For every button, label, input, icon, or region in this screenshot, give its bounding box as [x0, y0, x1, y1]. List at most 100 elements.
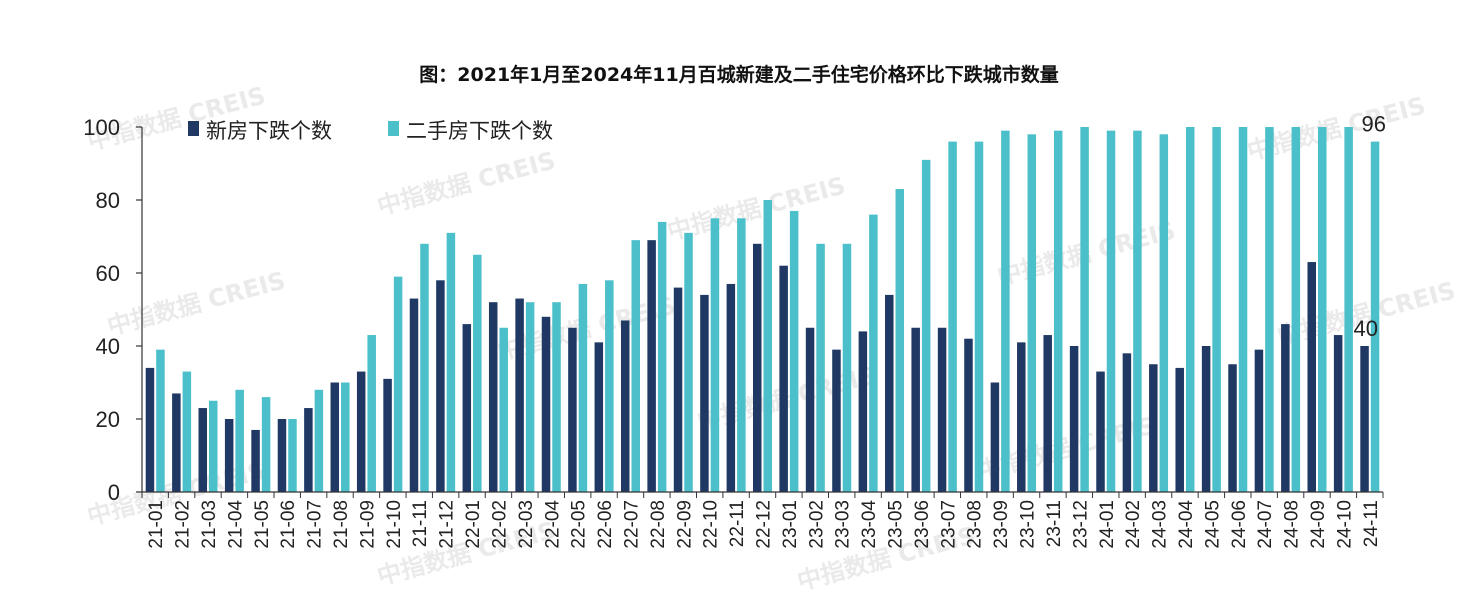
x-tick-label: 22-01 — [463, 500, 484, 549]
bar-second-hand — [1053, 130, 1063, 492]
bar-second-hand — [473, 254, 482, 492]
bar-second-hand — [921, 159, 931, 492]
x-tick-label: 21-12 — [437, 500, 458, 549]
bar-new-home — [805, 327, 815, 492]
x-tick-label: 21-02 — [173, 500, 194, 549]
bar-second-hand — [499, 327, 508, 492]
bar-new-home — [1360, 346, 1369, 492]
bar-new-home — [858, 331, 868, 492]
bar-new-home — [1254, 349, 1264, 492]
bar-second-hand — [209, 400, 218, 492]
bar-new-home — [832, 349, 841, 492]
bar-second-hand — [1344, 127, 1353, 492]
x-axis-ticks: 21-01 21-02 21-03 21-04 21-05 21-06 21-07 21-08… — [141, 492, 1384, 549]
x-tick-label: 21-06 — [278, 500, 299, 549]
x-tick-label: 22-03 — [516, 500, 537, 549]
bar-new-home — [673, 287, 683, 492]
bar-new-home — [330, 382, 340, 492]
x-tick-label: 24-08 — [1282, 500, 1303, 549]
x-tick-label: 21-09 — [357, 500, 378, 549]
bar-second-hand — [235, 389, 244, 492]
bar-second-hand — [446, 232, 456, 492]
x-tick-label: 21-05 — [252, 500, 273, 549]
bar-new-home — [436, 280, 445, 492]
x-tick-label: 21-08 — [331, 500, 352, 549]
data-label-new-home: 40 — [1354, 316, 1378, 341]
bar-second-hand — [816, 243, 825, 492]
bar-new-home — [911, 327, 920, 492]
bar-second-hand — [1212, 127, 1221, 492]
bar-new-home — [779, 265, 788, 492]
watermark-text: 中指数据 CREIS — [374, 146, 558, 220]
x-tick-label: 22-09 — [674, 500, 695, 549]
bar-new-home — [1043, 335, 1052, 492]
bar-new-home — [885, 294, 894, 492]
bar-second-hand — [737, 218, 746, 492]
x-tick-label: 23-04 — [859, 500, 880, 549]
bar-second-hand — [684, 232, 693, 492]
bar-new-home — [356, 371, 366, 492]
bar-new-home — [753, 243, 762, 492]
bar-new-home — [145, 367, 155, 492]
bar-second-hand — [1317, 127, 1327, 492]
x-tick-label: 24-05 — [1202, 500, 1223, 549]
bar-new-home — [409, 298, 419, 492]
x-tick-label: 22-12 — [754, 500, 775, 549]
bar-new-home — [1175, 367, 1184, 492]
bar-new-home — [1122, 353, 1132, 492]
bar-new-home — [488, 302, 498, 492]
bar-new-home — [647, 240, 656, 492]
x-tick-label: 23-08 — [965, 500, 986, 549]
x-tick-label: 24-06 — [1229, 500, 1250, 549]
x-tick-label: 23-07 — [938, 500, 959, 549]
x-tick-label: 21-03 — [199, 500, 220, 549]
bar-second-hand — [948, 141, 957, 492]
x-tick-label: 23-01 — [780, 500, 801, 549]
x-tick-label: 22-11 — [727, 500, 748, 547]
bar-new-home — [172, 393, 181, 492]
bar-second-hand — [895, 189, 905, 493]
bar-second-hand — [842, 243, 852, 492]
x-tick-label: 23-11 — [1044, 500, 1065, 547]
bar-second-hand — [1159, 134, 1169, 493]
bar-new-home — [964, 338, 973, 492]
y-tick-label: 80 — [96, 188, 120, 213]
bar-second-hand — [578, 283, 588, 492]
bar-new-home — [1307, 262, 1316, 492]
bar-new-home — [304, 408, 313, 492]
watermark-text: 中指数据 CREIS — [104, 266, 288, 340]
bar-second-hand — [657, 221, 667, 492]
legend-swatch-new-home — [188, 121, 199, 136]
y-tick-label: 100 — [83, 115, 120, 140]
bar-second-hand — [182, 371, 192, 492]
bar-second-hand — [420, 243, 429, 492]
bar-second-hand — [156, 349, 165, 492]
x-tick-label: 24-04 — [1176, 500, 1197, 549]
data-label-second-hand: 96 — [1362, 112, 1386, 137]
x-tick-label: 23-06 — [912, 500, 933, 549]
legend-label-new-home: 新房下跌个数 — [206, 119, 332, 143]
bar-new-home — [937, 327, 947, 492]
axes-layer — [141, 127, 1383, 493]
bar-new-home — [1228, 364, 1237, 492]
bar-new-home — [594, 342, 604, 492]
x-tick-label: 21-07 — [305, 500, 326, 549]
x-tick-label: 22-02 — [489, 500, 510, 549]
bar-second-hand — [869, 214, 878, 492]
bars-layer — [145, 127, 1380, 493]
legend-swatch-second-hand — [388, 121, 399, 136]
bar-new-home — [515, 298, 524, 492]
bar-second-hand — [605, 280, 614, 492]
bar-new-home — [198, 408, 208, 492]
x-tick-label: 24-07 — [1255, 500, 1276, 549]
x-tick-label: 24-09 — [1308, 500, 1329, 549]
bar-new-home — [277, 419, 287, 492]
x-tick-label: 22-08 — [648, 500, 669, 549]
bar-second-hand — [1027, 134, 1037, 493]
bar-second-hand — [763, 200, 772, 492]
bar-second-hand — [974, 141, 984, 492]
y-tick-label: 60 — [96, 261, 120, 286]
bar-new-home — [383, 378, 392, 492]
legend: 新房下跌个数 二手房下跌个数 — [188, 119, 553, 143]
x-tick-label: 21-10 — [384, 500, 405, 549]
